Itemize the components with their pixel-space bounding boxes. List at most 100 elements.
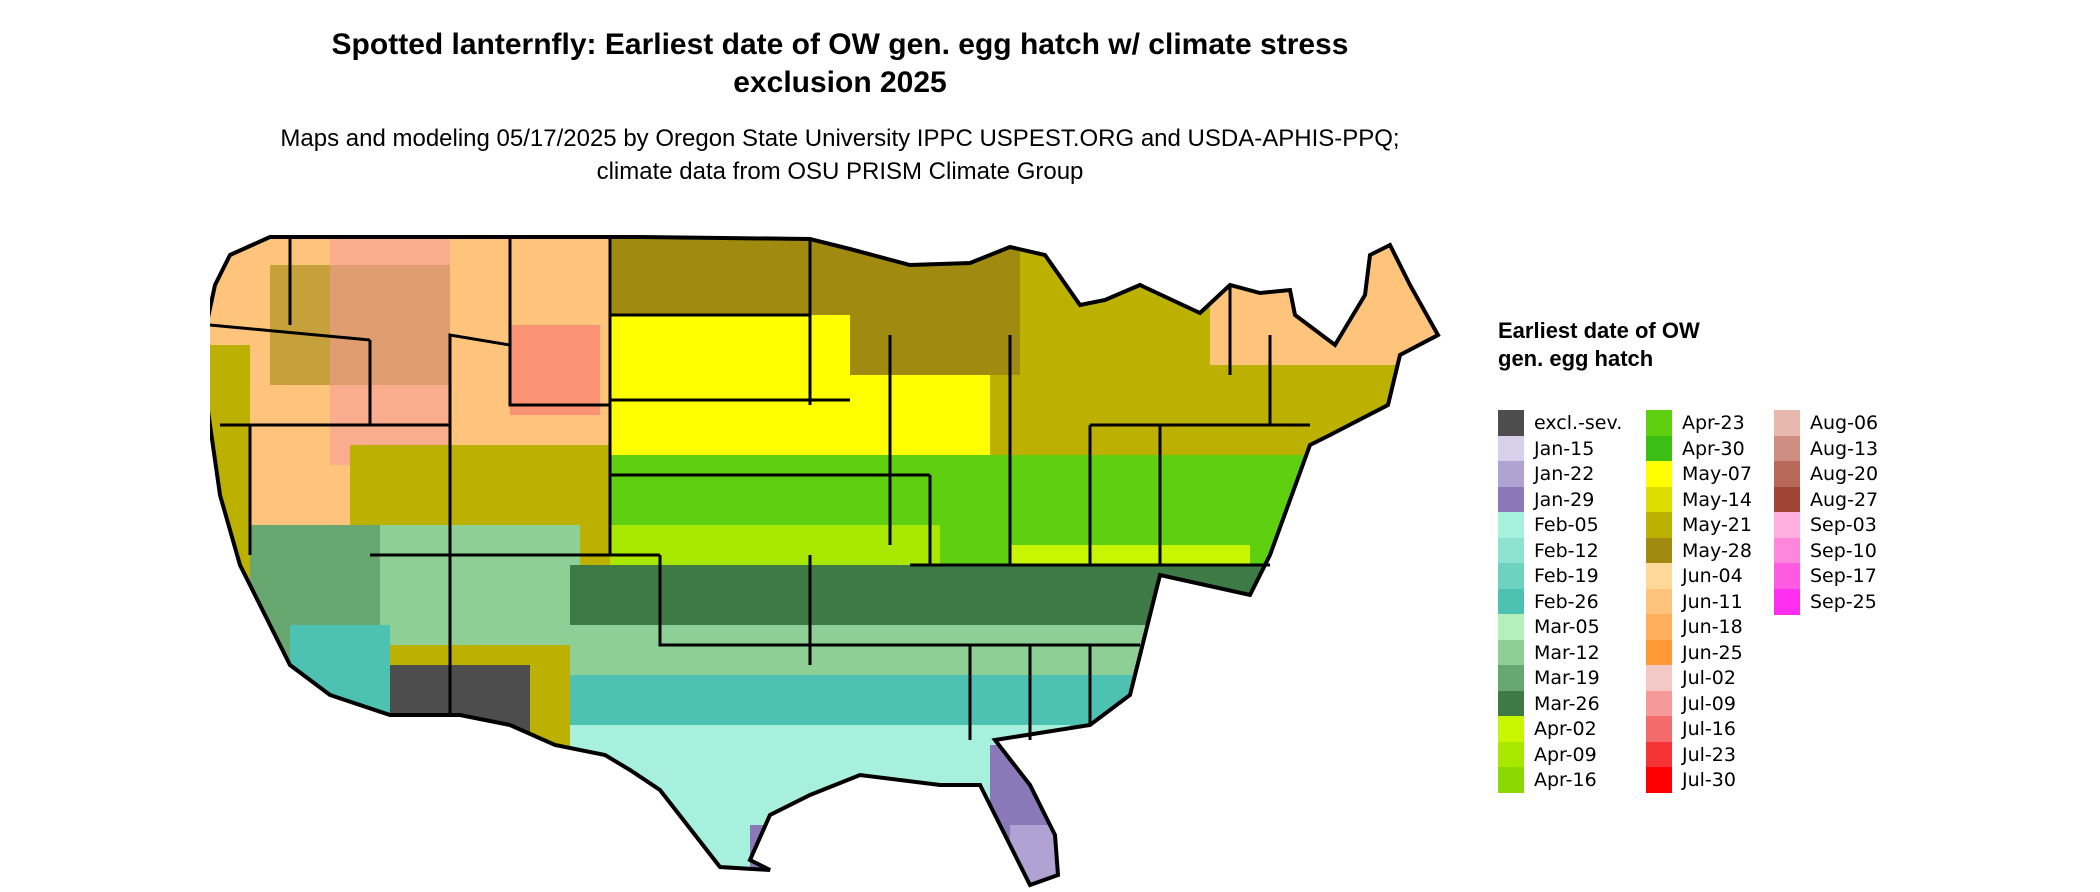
legend-item: Feb-19 — [1498, 563, 1648, 589]
legend-item: Sep-10 — [1774, 537, 1924, 564]
legend-label: May-14 — [1682, 488, 1752, 511]
legend-swatch — [1774, 588, 1800, 615]
legend-label: Aug-06 — [1810, 412, 1879, 434]
legend-swatch — [1498, 537, 1524, 564]
legend-item: Jan-29 — [1498, 486, 1648, 513]
legend-label: May-07 — [1682, 463, 1752, 485]
legend-item: May-07 — [1646, 461, 1796, 487]
legend-swatch — [1498, 767, 1524, 793]
map-title: Spotted lanternfly: Earliest date of OW … — [331, 28, 1349, 99]
legend-swatch — [1498, 588, 1524, 615]
legend-label: Mar-05 — [1534, 616, 1600, 638]
legend-item: Mar-19 — [1498, 665, 1648, 691]
legend-label: Aug-27 — [1810, 488, 1879, 511]
legend-swatch — [1498, 461, 1524, 487]
legend-item: Feb-26 — [1498, 588, 1648, 615]
legend-label: Apr-16 — [1534, 769, 1597, 791]
legend-item: Jun-25 — [1646, 639, 1796, 666]
legend-item: Aug-13 — [1774, 435, 1924, 462]
legend-label: Mar-19 — [1534, 667, 1600, 689]
legend-label: Sep-17 — [1810, 565, 1877, 587]
legend-item: Jul-02 — [1646, 665, 1796, 691]
legend-label: Sep-10 — [1810, 539, 1877, 562]
legend-swatch — [1498, 690, 1524, 717]
legend-label: Feb-12 — [1534, 539, 1599, 562]
legend-swatch — [1646, 690, 1672, 717]
legend-item: Feb-05 — [1498, 512, 1648, 538]
legend-label: Jan-22 — [1534, 463, 1595, 485]
legend-item: Sep-17 — [1774, 563, 1924, 589]
legend-label: Apr-09 — [1534, 743, 1597, 766]
legend-item: Apr-16 — [1498, 767, 1648, 793]
legend-item: Mar-05 — [1498, 614, 1648, 640]
legend: excl.-sev. Jan-15 Jan-22 Jan-29 Feb-05 Feb-12… — [1498, 410, 2078, 800]
legend-label: Jul-09 — [1682, 692, 1736, 715]
legend-item: May-14 — [1646, 486, 1796, 513]
legend-item: Jun-04 — [1646, 563, 1796, 589]
us-map — [210, 225, 1470, 890]
legend-label: Jun-25 — [1682, 641, 1743, 664]
legend-label: Jul-02 — [1682, 667, 1736, 689]
legend-swatch — [1646, 563, 1672, 589]
legend-swatch — [1498, 665, 1524, 691]
legend-item: excl.-sev. — [1498, 410, 1648, 436]
legend-swatch — [1498, 512, 1524, 538]
legend-swatch — [1498, 716, 1524, 742]
legend-label: Jul-23 — [1682, 743, 1736, 766]
legend-label: Mar-26 — [1534, 692, 1600, 715]
legend-label: Apr-02 — [1534, 718, 1597, 740]
legend-item: Aug-27 — [1774, 486, 1924, 513]
legend-label: Feb-19 — [1534, 565, 1599, 587]
legend-swatch — [1646, 435, 1672, 462]
legend-item: Jul-09 — [1646, 690, 1796, 717]
legend-item: Mar-26 — [1498, 690, 1648, 717]
legend-label: Jun-18 — [1682, 616, 1743, 638]
legend-item: Aug-06 — [1774, 410, 1924, 436]
legend-swatch — [1646, 486, 1672, 513]
legend-item: Jul-30 — [1646, 767, 1796, 793]
legend-label: Apr-23 — [1682, 412, 1745, 434]
legend-swatch — [1498, 614, 1524, 640]
legend-swatch — [1498, 741, 1524, 768]
legend-item: Sep-25 — [1774, 588, 1924, 615]
legend-label: May-28 — [1682, 539, 1752, 562]
legend-swatch — [1498, 563, 1524, 589]
legend-swatch — [1774, 537, 1800, 564]
legend-label: May-21 — [1682, 514, 1752, 536]
legend-item: Feb-12 — [1498, 537, 1648, 564]
legend-label: Mar-12 — [1534, 641, 1600, 664]
legend-swatch — [1646, 767, 1672, 793]
legend-item: Jun-18 — [1646, 614, 1796, 640]
legend-swatch — [1646, 461, 1672, 487]
legend-label: Feb-05 — [1534, 514, 1599, 536]
legend-swatch — [1498, 639, 1524, 666]
legend-item: Apr-23 — [1646, 410, 1796, 436]
legend-item: Jul-23 — [1646, 741, 1796, 768]
legend-item: Apr-09 — [1498, 741, 1648, 768]
legend-item: May-28 — [1646, 537, 1796, 564]
legend-item: Apr-02 — [1498, 716, 1648, 742]
legend-swatch — [1774, 563, 1800, 589]
legend-label: Jan-29 — [1534, 488, 1595, 511]
legend-label: Sep-25 — [1810, 590, 1877, 613]
legend-swatch — [1646, 741, 1672, 768]
legend-swatch — [1646, 588, 1672, 615]
legend-label: Aug-13 — [1810, 437, 1879, 460]
legend-swatch — [1646, 665, 1672, 691]
legend-swatch — [1498, 410, 1524, 436]
map-subtitle: Maps and modeling 05/17/2025 by Oregon S… — [280, 125, 1400, 185]
legend-title: Earliest date of OW gen. egg hatch — [1498, 318, 1700, 371]
legend-swatch — [1774, 435, 1800, 462]
legend-item: Jan-22 — [1498, 461, 1648, 487]
legend-label: Jul-16 — [1682, 718, 1736, 740]
legend-label: Apr-30 — [1682, 437, 1745, 460]
legend-label: excl.-sev. — [1534, 412, 1623, 434]
legend-item: Aug-20 — [1774, 461, 1924, 487]
legend-label: Feb-26 — [1534, 590, 1599, 613]
legend-swatch — [1646, 537, 1672, 564]
legend-swatch — [1774, 486, 1800, 513]
legend-label: Jul-30 — [1682, 769, 1736, 791]
legend-item: Jan-15 — [1498, 435, 1648, 462]
legend-swatch — [1774, 461, 1800, 487]
legend-swatch — [1646, 512, 1672, 538]
